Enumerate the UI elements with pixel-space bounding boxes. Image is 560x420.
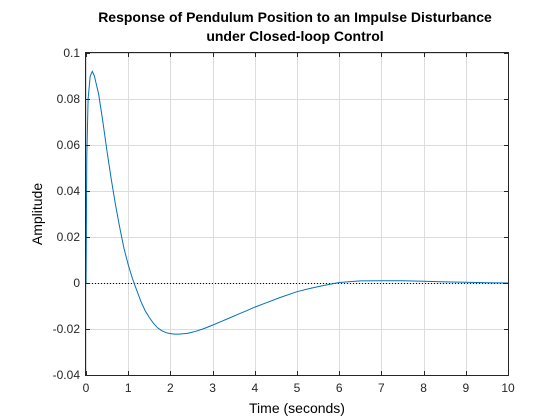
grid	[86, 53, 509, 376]
plot-series	[85, 70, 509, 335]
x-tick-labels: 0 1 2 3 4 5 6 7 8 9 10	[83, 381, 515, 395]
axis-ticks	[86, 53, 509, 376]
x-axis-label: Time (seconds)	[249, 400, 345, 416]
x-tick-label: 2	[167, 381, 174, 395]
x-tick-label: 3	[209, 381, 216, 395]
y-axis-label: Amplitude	[29, 183, 45, 245]
x-tick-label: 9	[462, 381, 469, 395]
y-tick-label: -0.04	[53, 368, 81, 382]
chart-title-line-2: under Closed-loop Control	[206, 28, 383, 44]
y-tick-label: 0.02	[57, 230, 81, 244]
chart-title-line-1: Response of Pendulum Position to an Impu…	[98, 9, 492, 25]
y-tick-label: -0.02	[53, 322, 81, 336]
plot-frame	[85, 52, 509, 376]
x-tick-label: 8	[420, 381, 427, 395]
y-tick-label: 0	[73, 276, 80, 290]
y-tick-labels: -0.04 -0.02 0 0.02 0.04 0.06 0.08 0.1	[53, 46, 81, 382]
x-tick-label: 5	[294, 381, 301, 395]
x-tick-label: 6	[336, 381, 343, 395]
x-tick-label: 10	[501, 381, 515, 395]
x-tick-label: 4	[251, 381, 258, 395]
x-tick-label: 1	[125, 381, 132, 395]
x-tick-label: 7	[378, 381, 385, 395]
x-tick-label: 0	[83, 381, 90, 395]
series-line	[85, 70, 509, 335]
y-tick-label: 0.06	[57, 138, 81, 152]
y-tick-label: 0.04	[57, 184, 81, 198]
y-tick-label: 0.08	[57, 92, 81, 106]
y-tick-label: 0.1	[63, 46, 80, 60]
